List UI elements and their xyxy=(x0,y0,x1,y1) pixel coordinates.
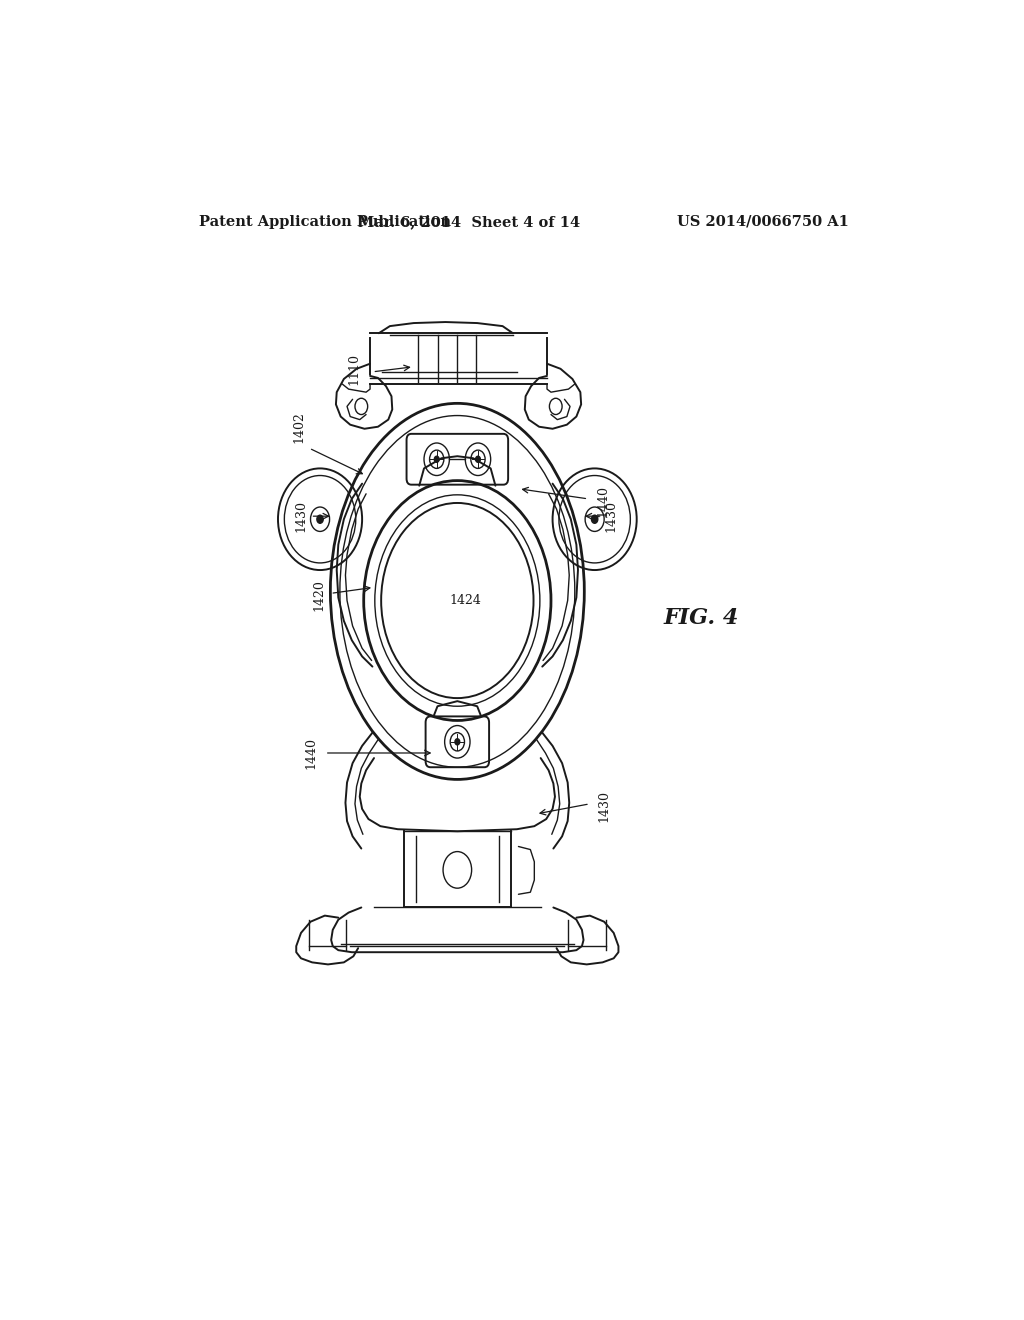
Text: 1110: 1110 xyxy=(347,352,360,385)
Text: 1430: 1430 xyxy=(295,500,307,532)
Text: FIG. 4: FIG. 4 xyxy=(664,607,739,628)
Text: 1430: 1430 xyxy=(598,789,610,822)
Text: 1430: 1430 xyxy=(604,500,617,532)
Text: Mar. 6, 2014  Sheet 4 of 14: Mar. 6, 2014 Sheet 4 of 14 xyxy=(358,215,581,228)
Circle shape xyxy=(455,739,460,744)
Text: US 2014/0066750 A1: US 2014/0066750 A1 xyxy=(677,215,849,228)
Text: 1440: 1440 xyxy=(596,484,609,517)
Text: 1424: 1424 xyxy=(450,594,481,607)
Circle shape xyxy=(434,457,439,462)
Text: 1420: 1420 xyxy=(312,579,325,611)
Text: Patent Application Publication: Patent Application Publication xyxy=(200,215,452,228)
Text: 1440: 1440 xyxy=(304,737,317,770)
Text: 1402: 1402 xyxy=(292,411,305,444)
Circle shape xyxy=(592,515,598,523)
Circle shape xyxy=(475,457,480,462)
Circle shape xyxy=(316,515,324,523)
